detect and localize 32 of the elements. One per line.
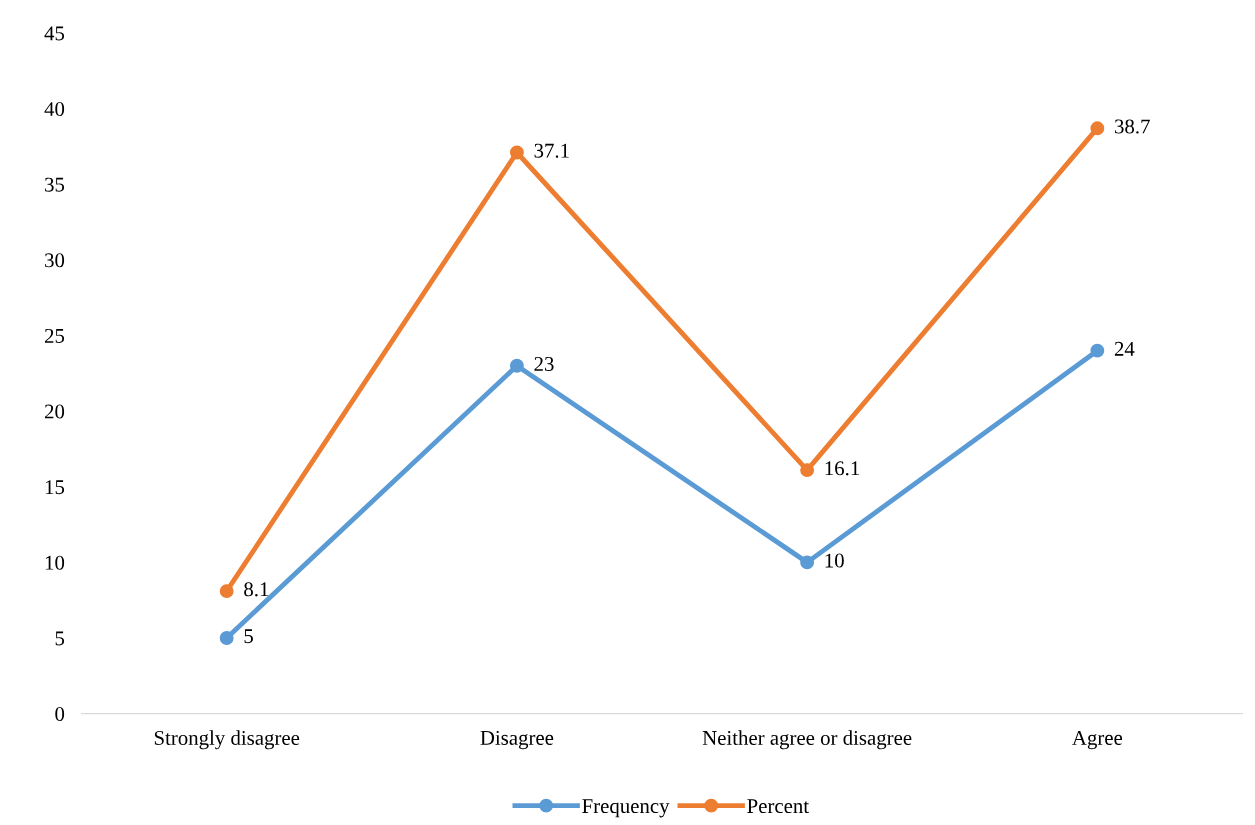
point — [800, 555, 815, 570]
x-tick-label: Disagree — [480, 730, 554, 750]
y-tick-label: 10 — [45, 555, 65, 570]
point — [509, 145, 524, 160]
point — [1090, 343, 1105, 358]
data-label: 23 — [534, 356, 554, 371]
legend-label: Frequency — [582, 799, 670, 818]
data-label: 24 — [1114, 341, 1135, 356]
point — [219, 631, 234, 645]
data-label: 8.1 — [244, 582, 269, 597]
y-tick-label: 15 — [45, 480, 65, 495]
data-label: 38.7 — [1115, 119, 1150, 134]
point — [219, 584, 234, 599]
point — [800, 463, 815, 478]
x-tick-label: Agree — [1072, 730, 1123, 750]
y-tick-label: 0 — [55, 707, 65, 722]
y-tick-label: 20 — [44, 404, 65, 419]
y-tick-label: 35 — [45, 177, 65, 192]
y-tick-label: 40 — [44, 102, 65, 117]
point — [1090, 121, 1105, 136]
data-label: 37.1 — [534, 143, 569, 158]
y-tick-label: 45 — [44, 26, 65, 41]
x-tick-label: Strongly disagree — [154, 730, 300, 750]
data-label: 10 — [825, 553, 844, 568]
data-label: 5 — [244, 629, 253, 644]
y-tick-label: 25 — [44, 328, 65, 343]
y-tick-label: 5 — [55, 631, 65, 646]
data-label: 16.1 — [825, 461, 859, 476]
legend-label: Percent — [747, 799, 809, 814]
y-tick-label: 30 — [45, 253, 65, 268]
point — [509, 358, 524, 373]
x-tick-label: Neither agree or disagree — [702, 730, 912, 750]
